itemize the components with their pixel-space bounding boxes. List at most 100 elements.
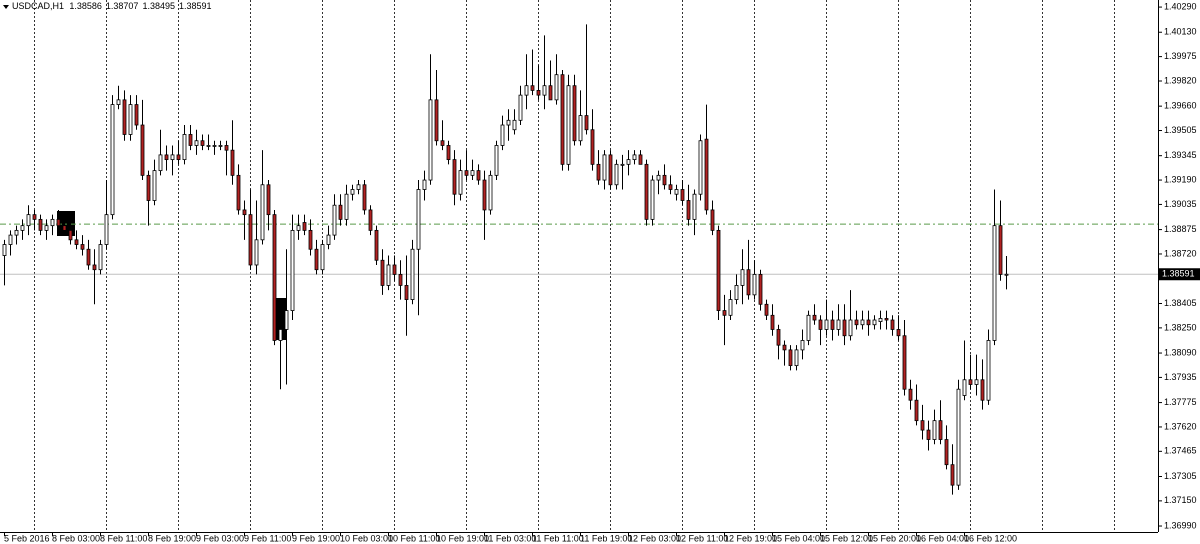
candle-body — [512, 119, 517, 131]
candle-body — [416, 189, 421, 250]
candle-body — [332, 204, 337, 236]
x-tick-label: 9 Feb 11:00 — [244, 533, 291, 543]
symbol-dropdown[interactable] — [3, 5, 9, 9]
y-tick-label: 1.38250 — [1164, 322, 1197, 332]
candle-body — [218, 145, 223, 147]
candle-body — [914, 399, 919, 422]
candle-body — [908, 388, 913, 401]
x-tick-label: 9 Feb 19:00 — [292, 533, 340, 543]
candle-body — [698, 140, 703, 195]
candle-body — [284, 310, 289, 330]
y-tick-label: 1.38090 — [1164, 347, 1197, 357]
y-tick-label: 1.39035 — [1164, 199, 1197, 209]
candle-body — [782, 344, 787, 351]
y-tick-label: 1.37935 — [1164, 372, 1197, 382]
x-tick-label: 12 Feb 11:00 — [676, 533, 728, 543]
candle-body — [410, 248, 415, 300]
candle-body — [554, 74, 559, 101]
candle-body — [38, 218, 43, 231]
candle-body — [20, 225, 25, 231]
candle-body — [212, 145, 217, 147]
x-tick-label: 12 Feb 19:00 — [724, 533, 777, 543]
y-tick-label: 1.38875 — [1164, 224, 1197, 234]
candle-body — [302, 222, 307, 231]
candle-body — [824, 319, 829, 330]
candle-body — [164, 154, 169, 161]
candle-body — [710, 209, 715, 231]
candle-body — [632, 154, 637, 161]
candle-body — [668, 184, 673, 190]
candle-body — [170, 154, 175, 161]
candle-body — [158, 154, 163, 172]
candle-body — [392, 264, 397, 275]
candle-body — [950, 464, 955, 486]
candle-body — [176, 154, 181, 161]
candle-body — [272, 214, 277, 341]
candle-body — [644, 163, 649, 220]
x-tick-label: 10 Feb 19:00 — [436, 533, 489, 543]
candle-body — [482, 179, 487, 211]
candle-body — [80, 244, 85, 250]
candle-body — [992, 225, 997, 341]
candle-body — [938, 420, 943, 440]
candle-body — [224, 145, 229, 151]
candle-body — [566, 85, 571, 165]
candle-body — [308, 229, 313, 250]
y-tick-label: 1.38405 — [1164, 298, 1197, 308]
candle-body — [854, 319, 859, 326]
candle-body — [956, 388, 961, 486]
candle-body — [716, 229, 721, 311]
candle-body — [8, 234, 13, 245]
chart-title: USDCAD,H1 — [12, 1, 64, 11]
y-tick-label: 1.39820 — [1164, 75, 1197, 85]
candle-body — [788, 349, 793, 367]
candle-body — [572, 85, 577, 142]
candle-body — [494, 145, 499, 176]
candle-body — [842, 319, 847, 337]
header-open: 1.38586 — [69, 1, 102, 11]
x-tick-label: 11 Feb 19:00 — [580, 533, 632, 543]
candle-body — [350, 189, 355, 195]
candle-body — [356, 184, 361, 190]
candle-body — [26, 214, 31, 227]
candle-body — [578, 115, 583, 142]
candle-body — [920, 420, 925, 431]
candle-body — [242, 209, 247, 216]
x-tick-label: 11 Feb 03:00 — [484, 533, 536, 543]
candle-body — [110, 104, 115, 216]
candle-body — [56, 218, 61, 227]
candle-body — [818, 319, 823, 330]
candle-body — [902, 335, 907, 390]
candle-body — [230, 149, 235, 176]
candle-body — [968, 379, 973, 385]
candle-body — [470, 170, 475, 176]
candle-body — [98, 244, 103, 271]
candle-body — [986, 340, 991, 401]
candle-body — [944, 439, 949, 466]
candle-body — [614, 163, 619, 186]
x-tick-label: 16 Feb 12:00 — [964, 533, 1017, 543]
candle-body — [74, 239, 79, 245]
candle-body — [434, 99, 439, 142]
candle-body — [476, 170, 481, 181]
candle-body — [458, 170, 463, 195]
marker-box — [276, 298, 287, 340]
x-tick-label: 12 Feb 03:00 — [628, 533, 681, 543]
candle-body — [764, 303, 769, 316]
candle-body — [362, 184, 367, 211]
candle-body — [428, 99, 433, 181]
candle-body — [398, 274, 403, 286]
candle-body — [314, 248, 319, 271]
candle-body — [800, 340, 805, 351]
candle-body — [14, 229, 19, 236]
candle-body — [650, 179, 655, 220]
candle-body — [194, 140, 199, 146]
y-tick-label: 1.39345 — [1164, 150, 1197, 160]
candle-body — [998, 225, 1003, 275]
candle-body — [548, 85, 553, 101]
candle-body — [626, 159, 631, 165]
candle-body — [758, 274, 763, 305]
candle-body — [1004, 273, 1009, 276]
candle-body — [740, 269, 745, 286]
